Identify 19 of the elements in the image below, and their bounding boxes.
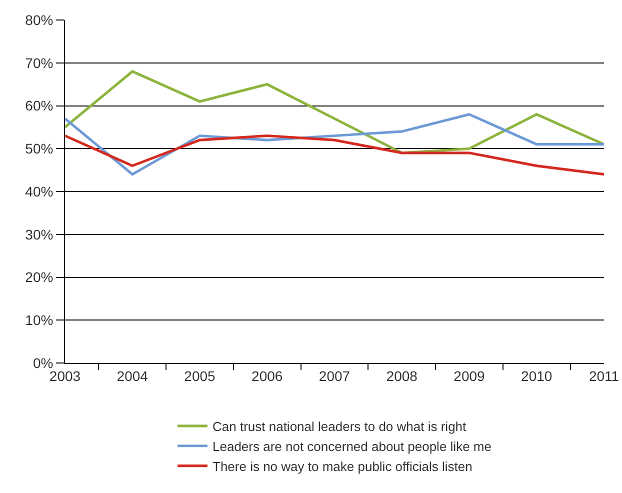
y-tick-label: 50% <box>25 140 54 157</box>
x-tick-label: 2008 <box>386 368 418 384</box>
legend-label: Can trust national leaders to do what is right <box>212 419 467 434</box>
y-tick-label: 30% <box>25 226 54 242</box>
legend-label: Leaders are not concerned about people like me <box>212 438 492 454</box>
x-tick-label: 2006 <box>252 368 283 384</box>
x-tick-label: 2007 <box>318 368 350 384</box>
x-tick-label: 2004 <box>116 368 148 384</box>
x-tick-label: 2010 <box>521 368 552 384</box>
y-tick-label: 60% <box>25 98 54 114</box>
x-tick-label: 2005 <box>184 368 216 384</box>
x-tick-label: 2009 <box>454 368 486 384</box>
x-tick-label: 2011 <box>588 368 620 384</box>
y-tick-label: 10% <box>25 312 54 328</box>
y-tick-label: 20% <box>25 269 54 286</box>
y-tick-label: 70% <box>25 54 54 71</box>
y-tick-label: 80% <box>25 12 54 28</box>
y-tick-label: 40% <box>25 183 54 200</box>
legend-label: There is no way to make public officials listen <box>212 458 472 474</box>
